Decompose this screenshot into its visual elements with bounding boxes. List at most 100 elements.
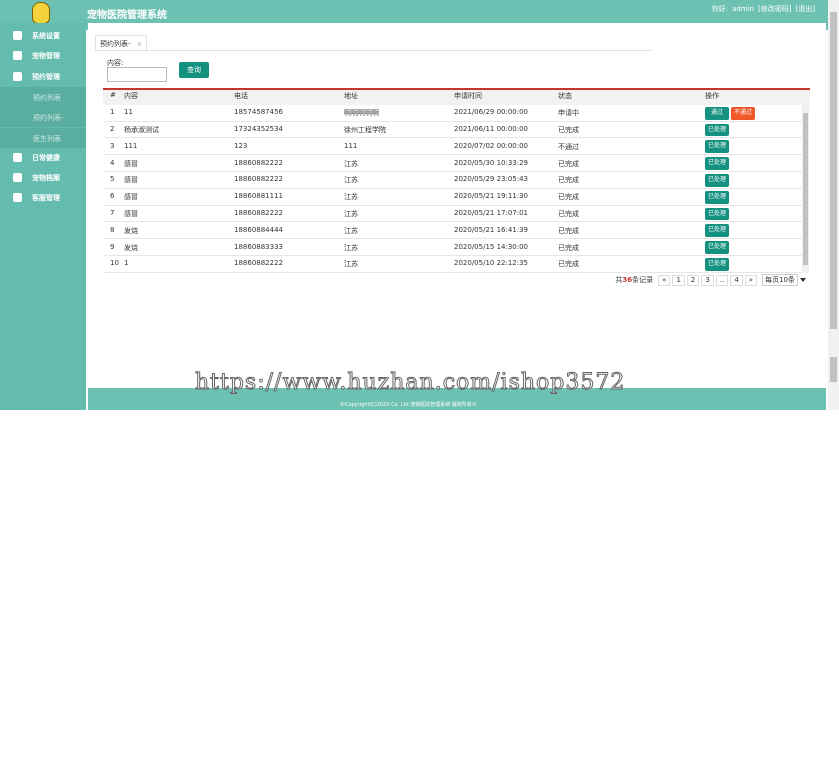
cell: 9 — [110, 242, 115, 251]
menu-item[interactable]: 客服管理 — [32, 194, 60, 203]
menu-icon — [13, 51, 22, 61]
submenu-bg — [0, 107, 86, 128]
column-header: # — [110, 91, 116, 99]
header-right: 你好:admin[修改密码][退出] — [708, 4, 815, 14]
cell: 感冒 — [124, 176, 138, 185]
table-header-bg — [103, 90, 810, 105]
cell: 发烧 — [124, 243, 138, 252]
cell: 2020/05/29 23:05:43 — [454, 175, 529, 184]
cell: 已完成 — [558, 193, 579, 202]
row-line — [103, 187, 802, 189]
cell: 江苏 — [344, 193, 358, 202]
cell: 已完成 — [558, 126, 579, 134]
cell: 6 — [110, 192, 115, 201]
button[interactable]: 查询 — [179, 62, 209, 78]
row-line — [103, 221, 802, 223]
action-button[interactable]: 已处理 — [705, 157, 729, 170]
select-arrow — [800, 278, 806, 282]
cell: 8 — [110, 225, 115, 234]
submenu-item[interactable]: 医生列表 — [33, 134, 61, 143]
header-bar — [0, 0, 828, 23]
action-button[interactable]: 已处理 — [705, 258, 729, 271]
row-line — [103, 154, 802, 156]
row-line — [103, 271, 802, 273]
page-link[interactable]: 1 — [672, 274, 685, 286]
submenu-item[interactable]: 预约列表 — [33, 93, 61, 102]
page-size[interactable]: 每页10条 — [762, 274, 798, 286]
row-line — [103, 238, 802, 240]
cell: 已完成 — [558, 226, 579, 235]
menu-item[interactable]: 宠物档案 — [32, 174, 60, 183]
cell: 已完成 — [558, 260, 579, 269]
menu-icon — [13, 152, 22, 162]
content — [88, 23, 826, 357]
cell: 5 — [110, 175, 115, 184]
submenu-bg — [0, 86, 86, 107]
submenu-bg — [0, 127, 86, 148]
cell: 7 — [110, 209, 115, 217]
cell: 江苏 — [344, 210, 358, 218]
page-link[interactable]: .. — [715, 274, 729, 286]
tab[interactable]: 预约列表- × — [95, 35, 148, 52]
app-title: 宠物医院管理系统 — [87, 9, 167, 21]
cell: 发烧 — [124, 226, 138, 235]
column-header: 地址 — [344, 92, 358, 100]
footer-bar — [88, 388, 826, 410]
column-header: 申请时间 — [454, 92, 482, 100]
action-button[interactable]: 已处理 — [705, 123, 729, 137]
submenu-item[interactable]: 预约列表- — [33, 114, 64, 123]
tab-close[interactable]: × — [136, 40, 143, 48]
column-header: 电话 — [234, 92, 248, 100]
tab-label: 预约列表- — [100, 40, 131, 48]
cell: 2020/07/02 00:00:00 — [454, 141, 529, 150]
header-change-password[interactable]: [修改密码] — [758, 4, 792, 13]
cell: 啊啊啊啊啊 — [344, 109, 379, 118]
menu-item[interactable]: 系统设置 — [32, 32, 60, 40]
total-count: 36 — [622, 276, 633, 284]
page-scroll-thumb — [830, 12, 837, 329]
total-suffix: 条记录 — [632, 276, 654, 284]
cell: 江苏 — [344, 260, 358, 269]
page-link[interactable]: 4 — [730, 274, 743, 286]
cell: 18574587456 — [234, 108, 283, 117]
menu-icon — [13, 193, 22, 203]
action-button[interactable]: 已处理 — [705, 190, 729, 204]
header-logout[interactable]: [退出] — [795, 4, 815, 13]
header-user[interactable]: admin — [732, 4, 755, 13]
menu-item[interactable]: 宠物管理 — [32, 52, 60, 61]
column-header: 操作 — [705, 92, 719, 100]
cell: 2 — [110, 125, 115, 133]
cell: 感冒 — [124, 193, 138, 202]
page-link[interactable]: « — [658, 274, 671, 286]
cell: 123 — [234, 141, 248, 150]
cell: 2020/05/15 14:30:00 — [454, 242, 529, 251]
action-button[interactable]: 已处理 — [705, 140, 729, 154]
row-line — [103, 255, 802, 256]
row-line — [103, 137, 802, 139]
cell: 江苏 — [344, 176, 358, 185]
cell: 已完成 — [558, 210, 579, 218]
page-link[interactable]: » — [744, 274, 758, 286]
cell: 18860882222 — [234, 209, 283, 217]
cell: 18860882222 — [234, 259, 283, 268]
menu-item[interactable]: 日常健康 — [32, 153, 60, 162]
page-link[interactable]: 2 — [686, 274, 700, 286]
action-button[interactable]: 不通过 — [731, 106, 755, 120]
row-line — [103, 171, 802, 172]
action-button[interactable]: 已处理 — [705, 174, 729, 187]
cell: 10 — [110, 259, 119, 268]
action-button[interactable]: 已处理 — [705, 207, 729, 221]
search-input[interactable] — [107, 67, 167, 82]
cell: 2020/05/10 22:12:35 — [454, 259, 529, 268]
page-link[interactable]: 3 — [701, 274, 714, 286]
action-button[interactable]: 通过 — [705, 106, 729, 120]
tab-line — [95, 50, 652, 51]
cell: 江苏 — [344, 226, 358, 235]
cell: 2020/05/30 10:33:29 — [454, 158, 529, 167]
menu-item[interactable]: 预约管理 — [32, 72, 60, 81]
cell: 申请中 — [558, 109, 579, 118]
action-button[interactable]: 已处理 — [705, 224, 729, 238]
action-button[interactable]: 已处理 — [705, 241, 729, 254]
cell: 18860881111 — [234, 192, 283, 201]
